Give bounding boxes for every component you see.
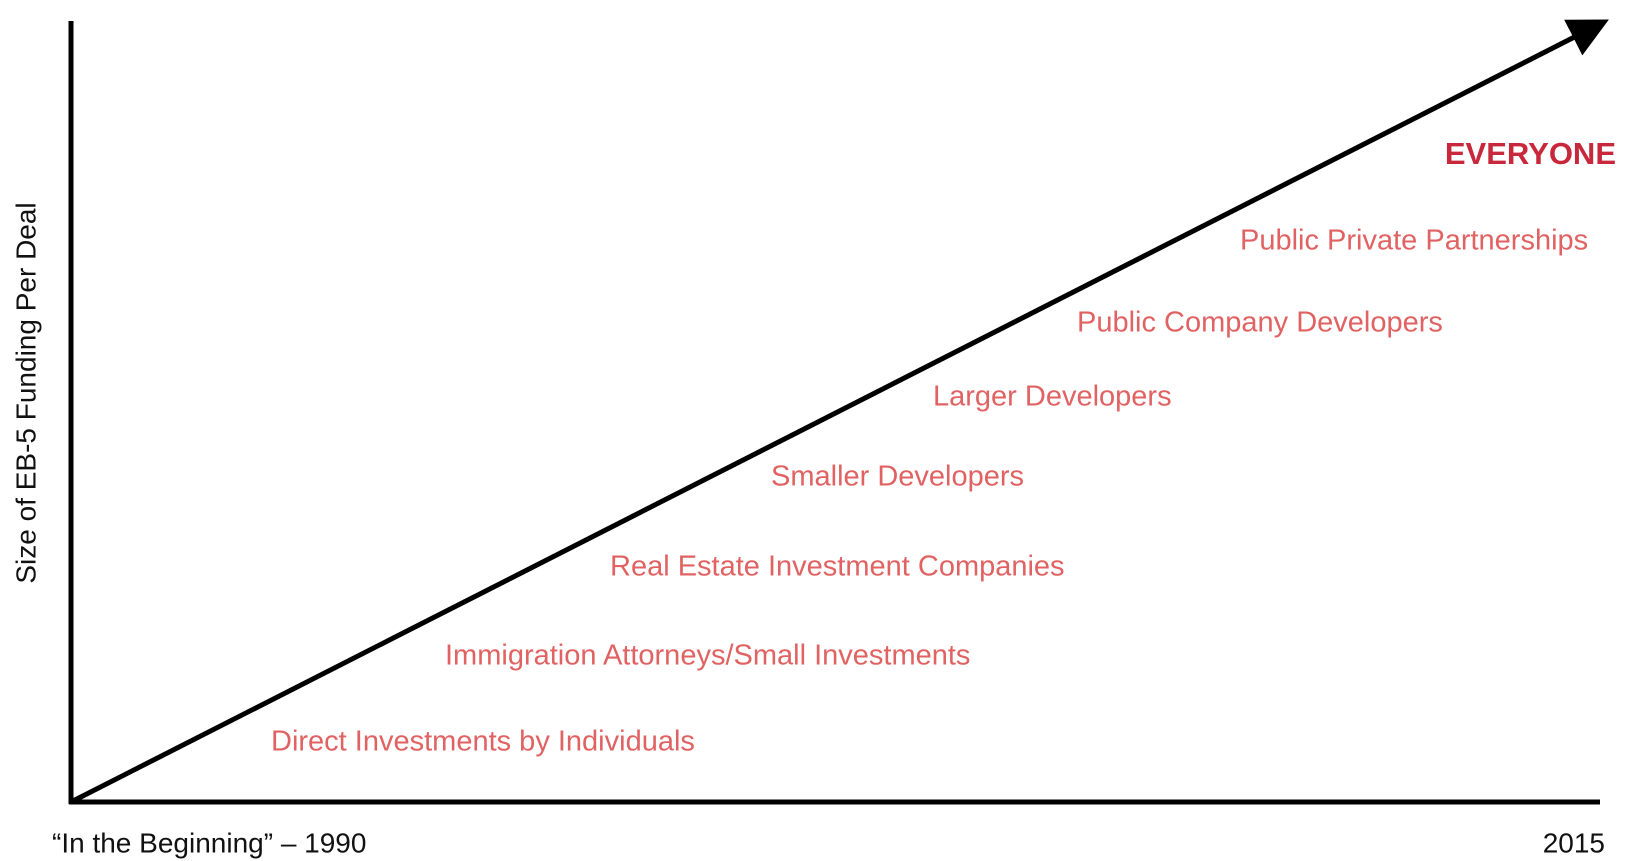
y-axis-label: Size of EB-5 Funding Per Deal — [10, 202, 41, 583]
stage-label: Public Private Partnerships — [1240, 225, 1588, 257]
stage-label: Public Company Developers — [1077, 307, 1443, 339]
highlight-label: EVERYONE — [1445, 136, 1616, 171]
x-axis-start-label: “In the Beginning” – 1990 — [52, 827, 366, 858]
stage-label: Larger Developers — [933, 381, 1172, 413]
stage-label: Real Estate Investment Companies — [610, 551, 1065, 583]
stage-label: Smaller Developers — [771, 461, 1024, 493]
stage-label: Immigration Attorneys/Small Investments — [445, 640, 970, 672]
x-axis-end-label: 2015 — [1543, 827, 1605, 858]
growth-arrow — [69, 19, 1609, 805]
stage-label: Direct Investments by Individuals — [271, 726, 695, 758]
